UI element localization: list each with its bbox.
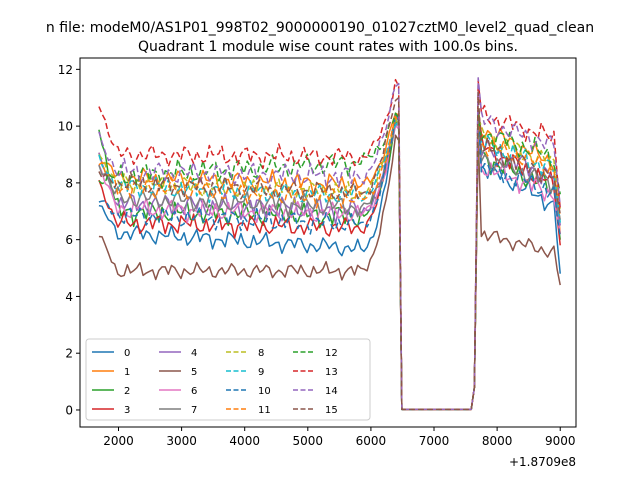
x-tick-label: 6000 [356, 434, 387, 448]
x-tick-label: 5000 [293, 434, 324, 448]
x-tick-label: 8000 [482, 434, 513, 448]
series-line-15 [98, 91, 561, 411]
x-tick-label: 7000 [419, 434, 450, 448]
legend-label-8: 8 [258, 348, 264, 359]
y-tick-label: 0 [65, 403, 73, 417]
series-layer [98, 77, 561, 411]
y-tick-label: 2 [65, 347, 73, 361]
series-line-11 [98, 115, 561, 411]
legend-label-12: 12 [325, 348, 338, 359]
legend-label-6: 6 [191, 386, 197, 397]
tick-layer: 2000 3000 4000 5000 6000 7000 8000 900002468101… [58, 63, 576, 448]
legend-label-11: 11 [258, 405, 271, 416]
y-tick-label: 4 [65, 290, 73, 304]
x-offset-label: +1.8709e8 [509, 455, 576, 469]
axes-frame [79, 57, 577, 428]
series-line-12 [98, 111, 561, 411]
legend-label-14: 14 [325, 386, 338, 397]
series-line-7 [98, 116, 561, 411]
x-tick-label: 3000 [166, 434, 197, 448]
series-line-3 [98, 108, 561, 411]
legend-label-2: 2 [124, 386, 130, 397]
x-tick-label: 9000 [545, 434, 576, 448]
legend-label-10: 10 [258, 386, 271, 397]
y-tick-label: 12 [58, 63, 73, 77]
x-tick-label: 4000 [229, 434, 260, 448]
legend-label-13: 13 [325, 367, 338, 378]
y-tick-label: 8 [65, 176, 73, 190]
x-tick-label: 2000 [103, 434, 134, 448]
series-line-14 [98, 77, 561, 411]
legend-label-0: 0 [124, 348, 130, 359]
legend-label-7: 7 [191, 405, 197, 416]
legend-label-5: 5 [191, 367, 197, 378]
legend-label-1: 1 [124, 367, 130, 378]
figure-suptitle: n file: modeM0/AS1P01_998T02_9000000190_… [46, 20, 594, 36]
series-line-13 [98, 78, 561, 411]
chart-title: Quadrant 1 module wise count rates with … [138, 39, 518, 55]
legend-label-15: 15 [325, 405, 338, 416]
legend-box [85, 338, 371, 421]
series-line-10 [98, 111, 561, 411]
legend-label-4: 4 [191, 348, 197, 359]
legend-label-9: 9 [258, 367, 264, 378]
series-line-6 [98, 122, 561, 411]
series-line-5 [98, 133, 561, 411]
series-line-9 [98, 114, 561, 411]
legend-label-3: 3 [124, 405, 130, 416]
y-tick-label: 10 [58, 120, 73, 134]
y-tick-label: 6 [65, 233, 73, 247]
